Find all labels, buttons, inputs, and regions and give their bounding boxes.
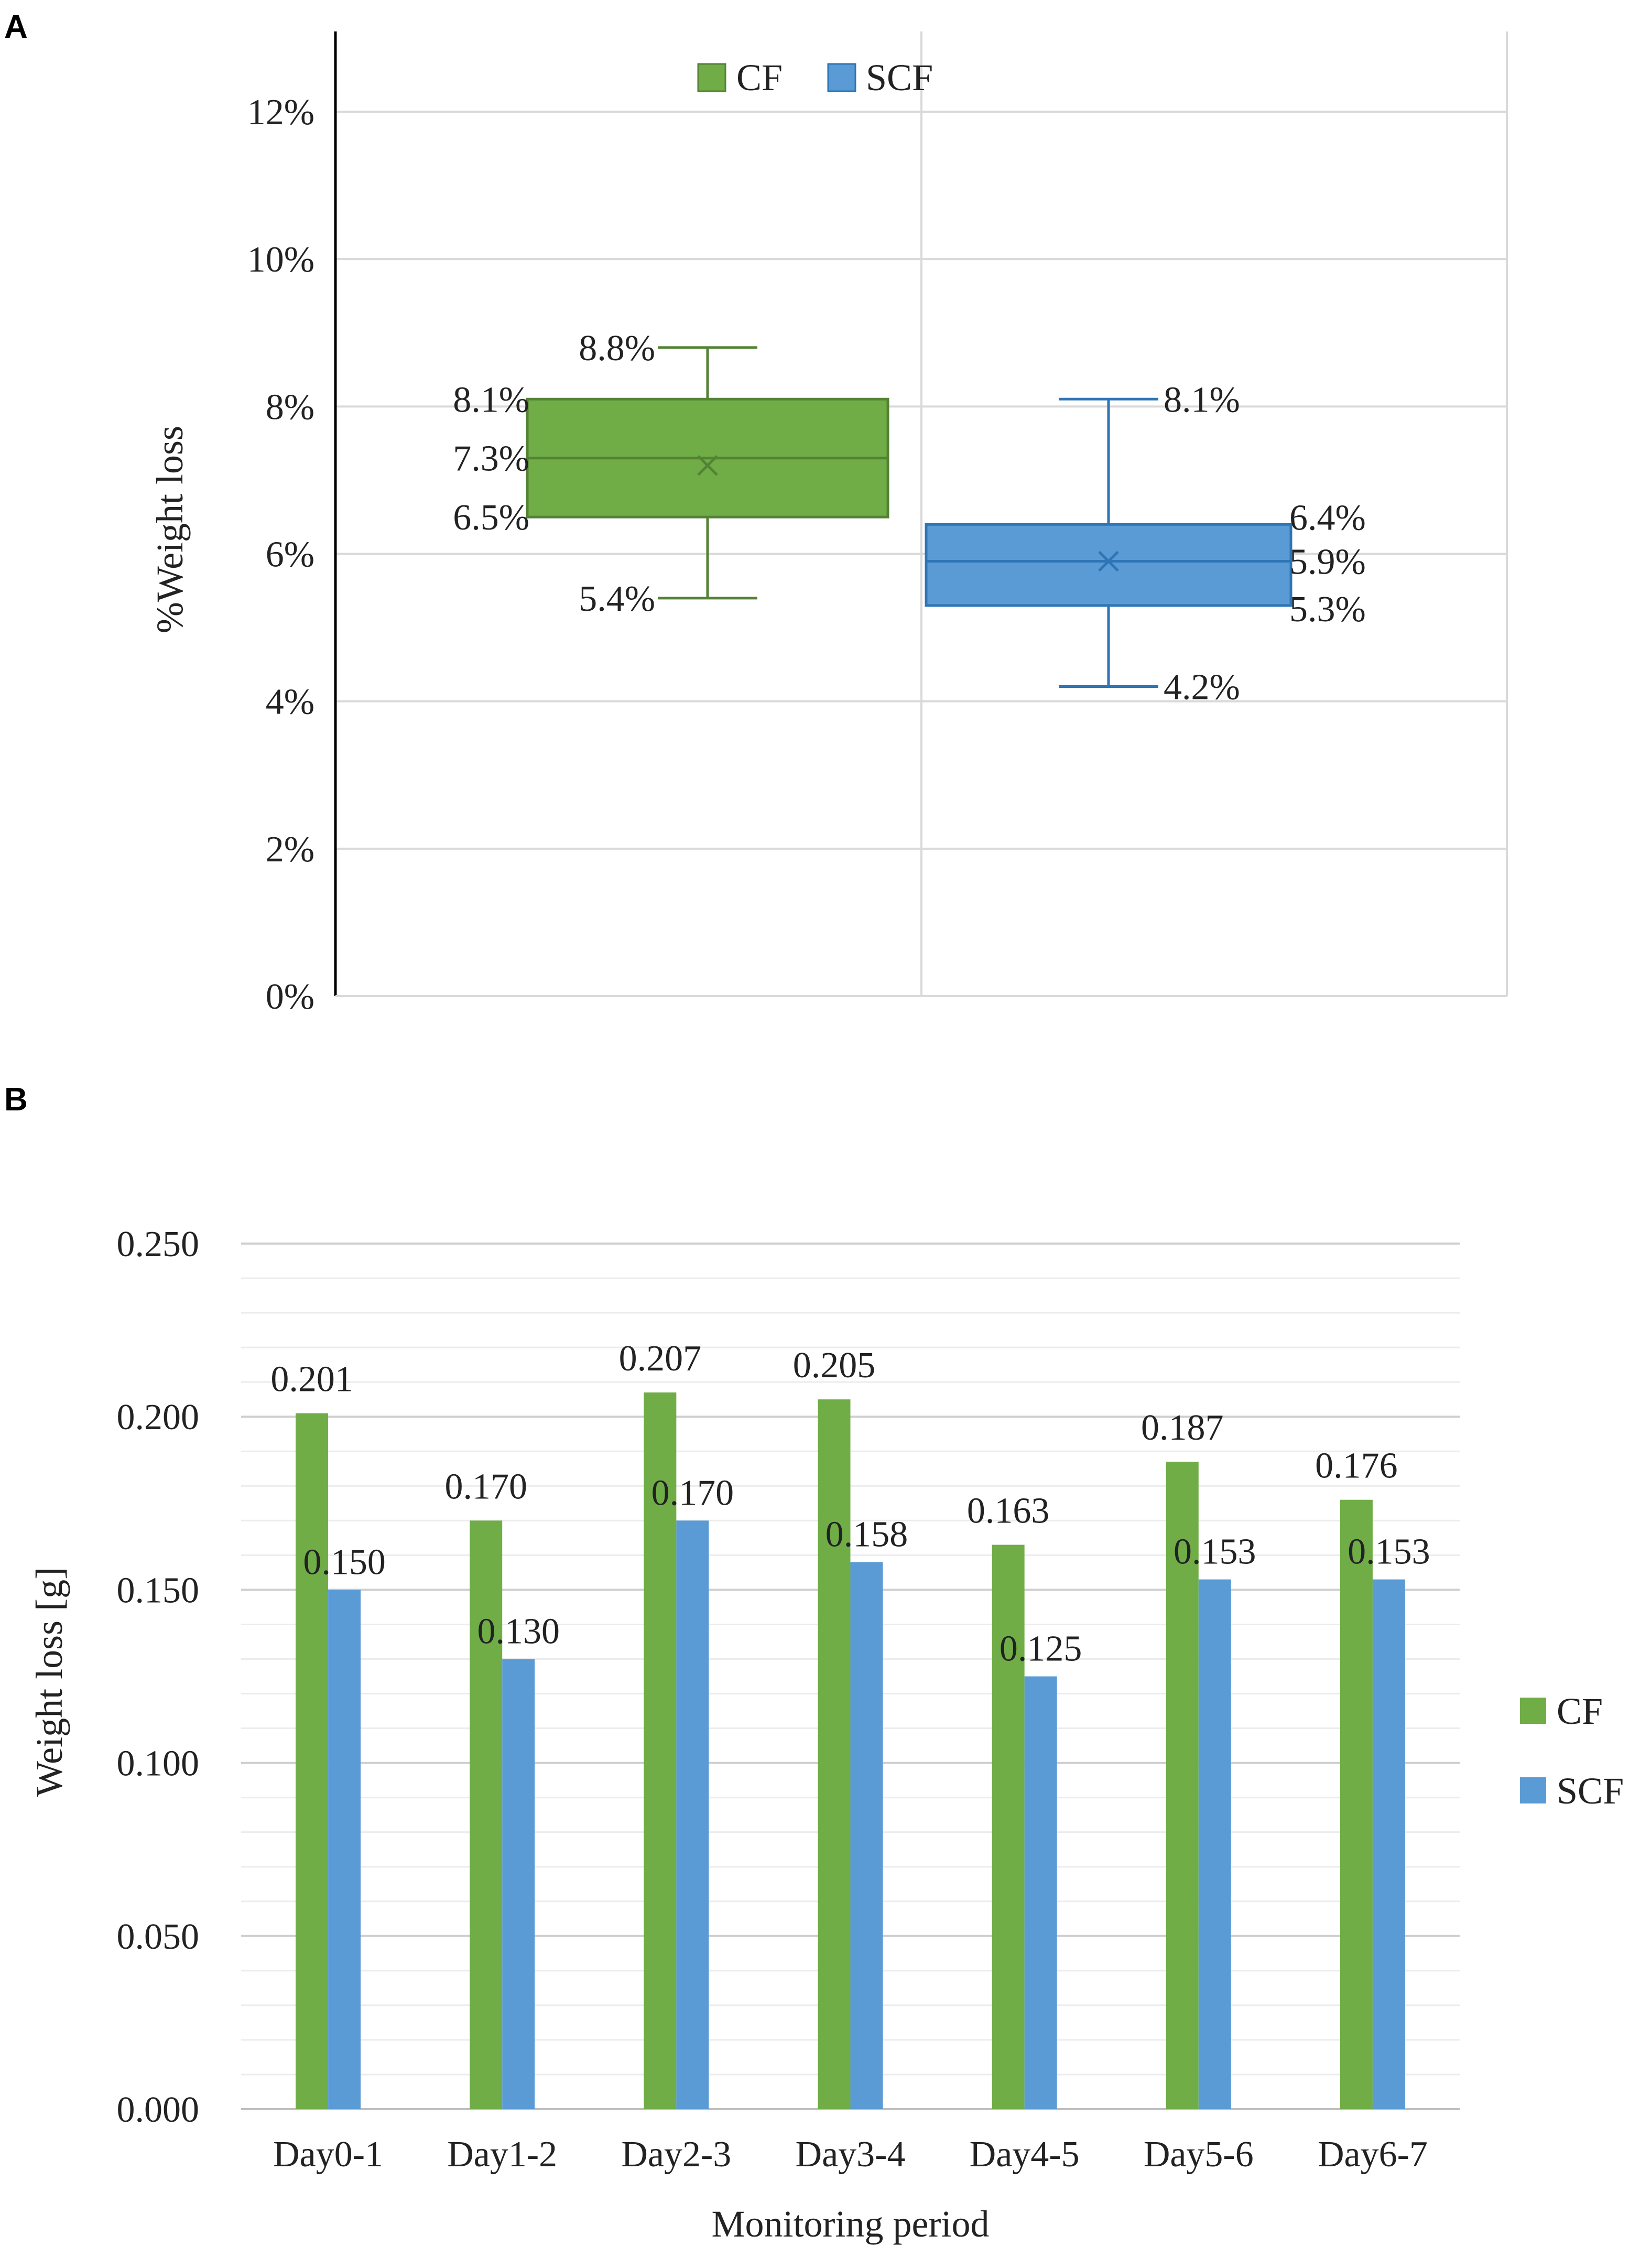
bar-scf <box>1198 1579 1231 2109</box>
legend: CF SCF <box>1520 1690 1624 1812</box>
bar-cf <box>644 1392 677 2109</box>
data-label-cf: 0.187 <box>1141 1408 1224 1448</box>
x-tick-label: Day0-1 <box>273 2134 383 2175</box>
box-cf <box>526 346 889 600</box>
data-label-cf: 0.205 <box>793 1345 876 1386</box>
bar-chart-panel: 0.000 0.050 0.100 0.150 0.200 0.250 0.201 0.150… <box>28 1224 1624 2245</box>
bar-cf <box>818 1399 851 2109</box>
data-label-cf-q3: 8.1% <box>453 380 529 420</box>
data-label-cf-q1: 6.5% <box>453 498 529 538</box>
data-label-cf-median: 7.3% <box>453 439 529 479</box>
x-tick-label: Day3-4 <box>796 2134 906 2175</box>
data-label-scf: 0.150 <box>303 1542 386 1582</box>
data-label-scf: 0.158 <box>826 1515 908 1555</box>
y-tick-label: 0.200 <box>117 1397 200 1438</box>
box-scf <box>925 397 1292 688</box>
mean-marker <box>697 455 718 476</box>
data-label-scf: 0.153 <box>1174 1532 1256 1572</box>
bar-scf <box>328 1590 361 2109</box>
legend-label-cf: CF <box>1557 1690 1603 1732</box>
x-tick-label: Day1-2 <box>447 2134 557 2175</box>
bar-cf <box>992 1545 1025 2109</box>
legend-swatch-cf <box>697 63 726 92</box>
y-tick-label: 2% <box>266 829 314 870</box>
bar-scf <box>1372 1579 1405 2109</box>
y-tick-label: 0.000 <box>117 2090 200 2130</box>
bar-scf <box>502 1659 535 2109</box>
data-label-scf-min: 4.2% <box>1164 667 1240 708</box>
legend: CF SCF <box>697 57 933 99</box>
data-label-scf: 0.170 <box>651 1473 734 1513</box>
x-tick-label: Day4-5 <box>970 2134 1080 2175</box>
data-label-scf-q3: 6.4% <box>1289 498 1366 538</box>
data-label-scf: 0.153 <box>1348 1532 1430 1572</box>
y-axis-title: Weight loss [g] <box>28 1567 70 1797</box>
panel-a-label: A <box>4 9 28 45</box>
data-label-cf-min: 5.4% <box>579 579 655 619</box>
data-label-scf-median: 5.9% <box>1289 542 1366 582</box>
data-label-scf: 0.125 <box>1000 1629 1082 1669</box>
box-plot-panel: 0% 2% 4% 6% 8% 10% 12% %Weight loss CF SCF 8.8% 8.1… <box>149 31 1508 1017</box>
y-tick-label: 0.150 <box>117 1570 200 1611</box>
mean-marker <box>1098 550 1119 572</box>
data-label-cf: 0.207 <box>619 1338 702 1379</box>
bar-cf <box>1340 1499 1373 2109</box>
y-tick-label: 0.100 <box>117 1744 200 1784</box>
y-axis-title: %Weight loss <box>149 426 191 633</box>
bar-cf <box>1166 1462 1199 2109</box>
x-tick-label: Day6-7 <box>1318 2134 1428 2175</box>
legend-label-scf: SCF <box>1557 1770 1624 1812</box>
bar-scf <box>1024 1676 1057 2109</box>
x-tick-label: Day5-6 <box>1144 2134 1254 2175</box>
data-label-cf-max: 8.8% <box>579 328 655 369</box>
data-label-scf-q1: 5.3% <box>1289 589 1366 630</box>
bar-cf <box>470 1520 503 2109</box>
y-tick-label: 0.250 <box>117 1224 200 1265</box>
bar-scf <box>676 1520 709 2109</box>
y-tick-label: 4% <box>266 682 314 722</box>
panel-b-label: B <box>4 1082 28 1118</box>
y-tick-label: 8% <box>266 387 314 427</box>
y-tick-label: 12% <box>247 92 314 133</box>
legend-swatch-scf <box>1520 1777 1546 1803</box>
y-tick-label: 0.050 <box>117 1917 200 1957</box>
bar-cf <box>296 1413 329 2109</box>
legend-swatch-cf <box>1520 1698 1546 1724</box>
legend-swatch-scf <box>827 63 856 92</box>
x-tick-label: Day2-3 <box>621 2134 731 2175</box>
x-axis-title: Monitoring period <box>712 2203 990 2245</box>
data-label-cf: 0.170 <box>444 1466 527 1507</box>
data-label-cf: 0.176 <box>1315 1446 1398 1486</box>
y-tick-label: 0% <box>266 977 314 1017</box>
y-tick-label: 10% <box>247 240 314 280</box>
box-iqr <box>925 523 1292 607</box>
data-label-cf: 0.163 <box>967 1491 1050 1531</box>
data-label-scf: 0.130 <box>477 1611 560 1651</box>
data-label-cf: 0.201 <box>270 1359 353 1400</box>
legend-label-cf: CF <box>736 57 783 99</box>
bar-scf <box>850 1562 883 2109</box>
y-tick-label: 6% <box>266 535 314 575</box>
data-label-scf-max: 8.1% <box>1164 380 1240 420</box>
legend-label-scf: SCF <box>866 57 933 99</box>
